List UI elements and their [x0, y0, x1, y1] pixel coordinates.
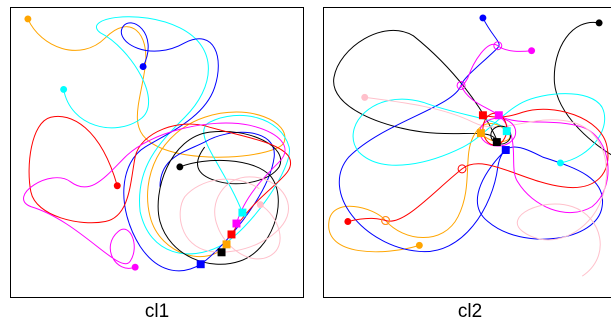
curve-pink-cl1: [179, 176, 289, 260]
circle-marker-cl2-6: [415, 241, 423, 249]
square-marker-cl1-2: [227, 230, 236, 239]
hollow-marker-cl2-4: [457, 164, 467, 174]
curve-pink-cl2: [364, 96, 607, 277]
circle-marker-cl2-1: [595, 19, 603, 27]
end-markers-cl2: [476, 111, 511, 154]
square-marker-cl1-1: [232, 219, 241, 228]
hollow-marker-cl2-1: [456, 80, 466, 90]
circle-marker-cl1-0: [24, 15, 32, 23]
square-marker-cl1-0: [238, 208, 247, 217]
hollow-marker-cl2-0: [493, 41, 503, 51]
curve-black-cl1: [157, 130, 282, 265]
square-marker-cl2-5: [501, 146, 510, 154]
plot-panel-cl1: [10, 7, 304, 298]
square-marker-cl2-4: [492, 138, 501, 147]
curve-black-cl2: [333, 21, 611, 156]
circle-marker-cl2-2: [528, 47, 536, 55]
curve-blue-cl1: [120, 22, 275, 272]
circle-marker-cl2-3: [361, 93, 369, 101]
curve-orange-cl1: [27, 18, 286, 258]
plot-canvas-cl2: [328, 14, 611, 277]
circle-marker-cl2-5: [344, 218, 352, 225]
circle-marker-cl1-2: [139, 63, 147, 71]
curve-magenta-cl2: [459, 43, 609, 214]
square-marker-cl1-4: [217, 248, 226, 257]
circle-marker-cl1-3: [176, 163, 184, 171]
circle-marker-cl1-6: [131, 263, 139, 271]
curve-cyan-cl1: [63, 16, 290, 255]
start-markers-cl2: [344, 14, 603, 249]
start-markers-cl1: [24, 15, 264, 271]
square-marker-cl2-1: [494, 111, 503, 120]
circle-marker-cl1-4: [113, 182, 121, 190]
hollow-markers-cl2: [381, 41, 503, 225]
panel-title-cl2: cl2: [457, 301, 483, 322]
square-marker-cl1-3: [222, 240, 231, 249]
plot-panel-cl2: [323, 7, 611, 298]
circle-marker-cl2-4: [556, 159, 564, 167]
circle-marker-cl2-0: [479, 14, 487, 22]
circle-marker-cl1-1: [60, 85, 68, 93]
square-marker-cl2-3: [502, 127, 511, 136]
curve-cyan-cl2: [352, 93, 606, 166]
hollow-marker-cl2-3: [381, 216, 391, 225]
plot-canvas-cl1: [23, 15, 292, 272]
end-markers-cl1: [196, 208, 247, 269]
square-marker-cl2-0: [478, 111, 487, 120]
square-marker-cl1-5: [196, 260, 205, 269]
panel-title-cl1: cl1: [144, 301, 170, 322]
square-marker-cl2-2: [476, 129, 485, 138]
curve-magenta-cl1: [23, 122, 286, 269]
curve-orange-cl2: [328, 122, 511, 253]
curve-blue-cl2: [338, 17, 603, 252]
circle-marker-cl1-5: [256, 201, 264, 209]
curve-red-cl1: [28, 115, 292, 235]
cluster-loops-3-cl2: [490, 125, 512, 145]
